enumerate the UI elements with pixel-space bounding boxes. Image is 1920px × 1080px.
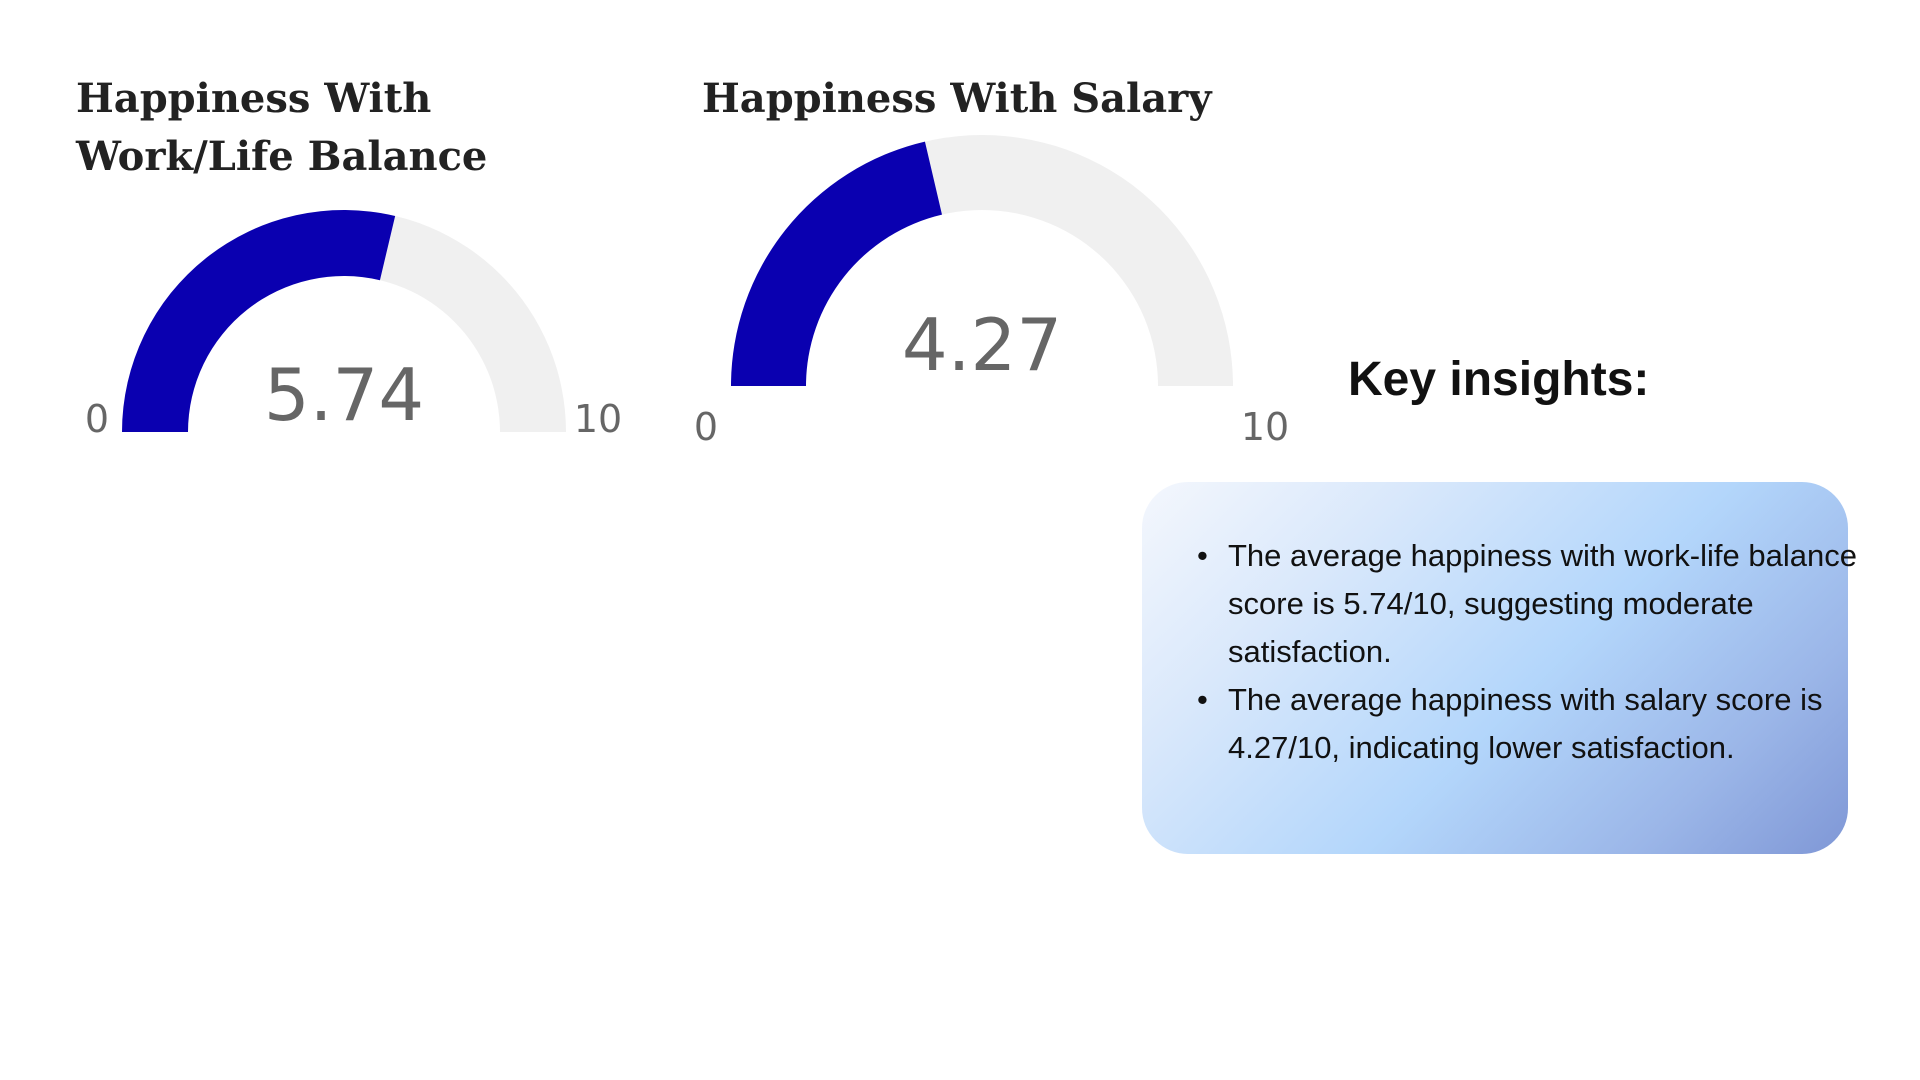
gauge-min-label: 0: [694, 405, 718, 449]
insight-item: The average happiness with work-life bal…: [1197, 532, 1857, 676]
gauge-title-salary: Happiness With Salary: [702, 75, 1212, 122]
gauge-fill: [731, 141, 942, 386]
insights-card: The average happiness with work-life bal…: [1142, 482, 1857, 854]
gauge-max-label: 10: [1241, 405, 1289, 449]
insights-heading: Key insights:: [1348, 353, 1650, 406]
insight-item: The average happiness with salary score …: [1197, 676, 1857, 772]
gauge-min-label: 0: [85, 397, 109, 441]
gauge-fill: [122, 210, 396, 432]
gauge-title-work-life: Happiness With Work/Life Balance: [76, 75, 488, 180]
insights-list: The average happiness with work-life bal…: [1197, 532, 1857, 772]
gauge-value-label: 4.27: [902, 303, 1062, 387]
gauge-value-label: 5.74: [264, 353, 424, 437]
gauge-max-label: 10: [574, 397, 622, 441]
